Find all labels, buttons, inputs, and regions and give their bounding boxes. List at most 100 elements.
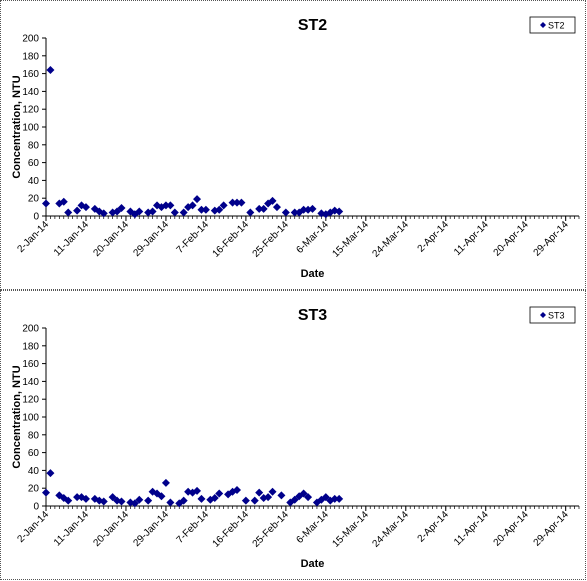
data-point <box>290 495 299 504</box>
data-point <box>130 499 139 508</box>
data-point <box>166 201 175 210</box>
data-point <box>277 491 286 500</box>
x-tick-label: 29-Apr-14 <box>532 219 572 259</box>
data-point <box>321 493 330 502</box>
y-tick-label: 60 <box>28 448 40 459</box>
data-point <box>228 198 237 207</box>
data-point <box>237 198 246 207</box>
data-point <box>161 201 170 210</box>
data-point <box>210 493 219 502</box>
data-point <box>193 486 202 495</box>
x-tick-label: 16-Feb-14 <box>211 219 252 260</box>
data-point <box>42 199 50 208</box>
data-point <box>73 493 82 502</box>
data-point <box>290 208 299 217</box>
legend-marker <box>540 22 546 28</box>
y-tick-label: 200 <box>22 34 39 45</box>
data-point <box>188 201 197 210</box>
x-tick-label: 20-Apr-14 <box>492 509 532 549</box>
y-tick-label: 20 <box>28 194 40 205</box>
data-point <box>108 493 117 502</box>
data-point <box>215 489 224 498</box>
data-point <box>148 487 157 496</box>
x-tick-label: 11-Apr-14 <box>452 219 491 258</box>
data-point <box>166 498 175 507</box>
data-point <box>215 205 224 214</box>
data-point <box>281 208 290 217</box>
y-tick-label: 60 <box>28 158 40 169</box>
data-point <box>219 201 228 210</box>
x-tick-label: 20-Apr-14 <box>492 219 532 259</box>
data-point <box>335 494 344 503</box>
y-tick-label: 120 <box>22 105 39 116</box>
x-tick-label: 29-Jan-14 <box>131 509 171 549</box>
data-point <box>299 489 308 498</box>
x-tick-label: 7-Feb-14 <box>175 509 212 546</box>
x-tick-label: 2-Jan-14 <box>15 219 51 255</box>
x-tick-label: 7-Feb-14 <box>175 219 212 256</box>
data-point <box>59 197 68 206</box>
data-point <box>81 203 90 212</box>
x-tick-label: 2-Apr-14 <box>416 509 452 545</box>
x-tick-label: 11-Jan-14 <box>52 509 91 548</box>
y-tick-label: 180 <box>22 341 39 352</box>
y-tick-label: 160 <box>22 69 39 80</box>
legend: ST2 <box>529 16 576 34</box>
data-point <box>46 469 55 478</box>
y-axis-label: Concentration, NTU <box>11 75 23 178</box>
y-tick-label: 140 <box>22 377 39 388</box>
y-tick-label: 0 <box>33 212 39 223</box>
chart-panel-st2: ST2 0 20 40 60 80 100 120 140 160 180 200 2-Jan-14 11… <box>0 0 586 290</box>
data-point <box>255 488 264 497</box>
data-point <box>259 204 268 213</box>
legend: ST3 <box>529 306 576 324</box>
data-point <box>304 493 313 502</box>
y-tick-label: 100 <box>22 413 39 424</box>
data-point <box>179 496 188 505</box>
x-tick-label: 16-Feb-14 <box>211 509 252 550</box>
x-tick-label: 29-Apr-14 <box>532 509 572 549</box>
y-axis-label: Concentration, NTU <box>11 365 23 468</box>
data-point <box>113 207 122 216</box>
data-point <box>135 495 144 504</box>
y-tick-label: 140 <box>22 87 39 98</box>
y-tick-label: 40 <box>28 466 40 477</box>
y-tick-label: 0 <box>33 502 39 513</box>
data-point <box>197 494 206 503</box>
data-point <box>161 478 170 487</box>
x-tick-label: 20-Jan-14 <box>91 509 131 549</box>
data-point <box>335 207 344 216</box>
x-tick-label: 25-Feb-14 <box>251 509 292 550</box>
x-tick-label: 2-Apr-14 <box>416 219 452 255</box>
data-point <box>255 204 264 213</box>
chart-panel-st3: ST3 0 20 40 60 80 100 120 140 160 180 200 2-Jan-14 11… <box>0 290 586 580</box>
data-point <box>148 207 157 216</box>
data-point <box>241 496 250 505</box>
data-point <box>99 209 108 218</box>
data-point <box>250 496 259 505</box>
y-tick-label: 180 <box>22 51 39 62</box>
data-point <box>259 493 268 502</box>
x-tick-label: 11-Apr-14 <box>452 509 491 548</box>
data-point <box>232 198 241 207</box>
data-point <box>272 203 281 212</box>
data-point <box>117 497 126 506</box>
legend-marker <box>540 312 546 318</box>
x-tick-label: 25-Feb-14 <box>251 219 292 260</box>
data-point <box>246 208 255 217</box>
x-tick-label: 6-Mar-14 <box>294 219 331 256</box>
data-point <box>268 196 277 205</box>
legend-box <box>529 16 576 34</box>
data-point <box>299 205 308 214</box>
data-point <box>308 204 317 213</box>
data-point <box>46 66 55 75</box>
x-tick-label: 24-Mar-14 <box>370 219 411 260</box>
y-tick-label: 40 <box>28 176 40 187</box>
x-tick-label: 20-Jan-14 <box>91 219 131 259</box>
series-st2 <box>42 66 344 219</box>
x-tick-label: 11-Jan-14 <box>52 219 91 258</box>
x-tick-label: 6-Mar-14 <box>294 509 331 546</box>
chart-title: ST3 <box>298 307 327 324</box>
